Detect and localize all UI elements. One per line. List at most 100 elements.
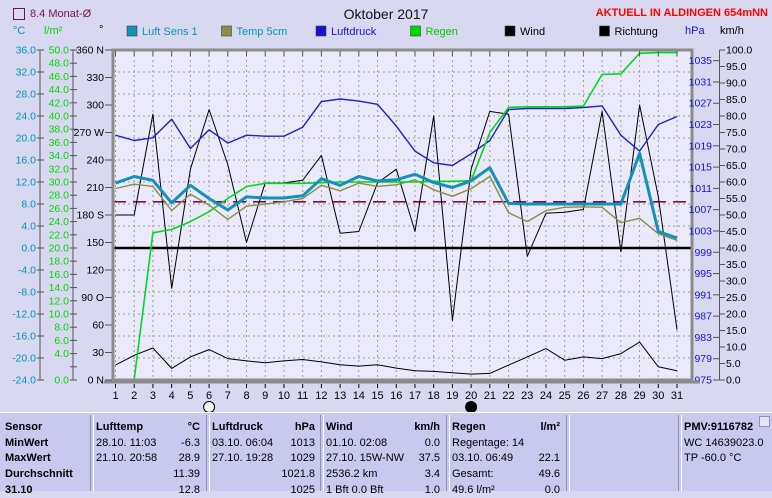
stat-cell-text: 01.10. 02:08 xyxy=(326,436,388,449)
svg-text:27: 27 xyxy=(596,390,608,402)
table-row-aktuell: 31.10 12.8 1025 1 Bft 0.0 Bft 1.0 49.6 l/m² 0.… xyxy=(0,484,772,498)
series-wind-line xyxy=(115,341,678,375)
svg-text:38.0: 38.0 xyxy=(49,124,70,136)
stat-cell-value: 1029 xyxy=(290,452,315,465)
checkbox-icon[interactable] xyxy=(13,8,25,20)
x-axis-day-labels: 1 2 3 4 5 6 7 8 9 10 11 12 13 14 15 16 17 18 19 20 21 22 23 24 2… xyxy=(112,384,683,402)
svg-text:1011: 1011 xyxy=(689,183,712,195)
svg-text:30.0: 30.0 xyxy=(726,276,747,288)
plot-frame xyxy=(111,48,694,382)
stat-cell: 11.39 xyxy=(96,468,200,480)
svg-text:5: 5 xyxy=(187,390,193,402)
axis-hpa: 1035 1031 1027 1023 1019 1015 1011 1007 1003 999 9… xyxy=(685,25,720,387)
legend-swatch-wind xyxy=(504,25,516,37)
axis-unit-dir: ° xyxy=(99,24,103,36)
corner-resize-widget[interactable] xyxy=(759,416,770,427)
svg-text:120: 120 xyxy=(86,265,104,277)
svg-text:-4.0: -4.0 xyxy=(18,265,36,277)
stat-cell-text: 03.10. 06:49 xyxy=(452,452,514,465)
svg-text:13: 13 xyxy=(334,390,346,402)
svg-text:28.0: 28.0 xyxy=(49,190,70,202)
stat-cell-text: 27.10. 19:28 xyxy=(212,452,274,465)
svg-text:9: 9 xyxy=(262,390,268,402)
svg-text:32.0: 32.0 xyxy=(16,67,37,79)
svg-text:1019: 1019 xyxy=(689,140,713,152)
svg-text:60.0: 60.0 xyxy=(726,177,747,189)
axis-dir: 360 N 330 300 270 W 240 210 180 S 150 120 90 O 60 3… xyxy=(74,24,112,387)
svg-text:10.0: 10.0 xyxy=(49,309,70,321)
svg-text:90 O: 90 O xyxy=(81,292,104,304)
stat-cell: 28.10. 11:03 -6.3 xyxy=(96,437,200,449)
svg-text:34.0: 34.0 xyxy=(49,150,70,162)
table-row-maxwert: MaxWert 21.10. 20:58 28.9 27.10. 19:28 1029 2… xyxy=(0,452,772,466)
svg-text:0.0: 0.0 xyxy=(726,375,741,387)
series-richtung-line xyxy=(115,104,678,330)
svg-text:240: 240 xyxy=(86,155,104,167)
svg-text:987: 987 xyxy=(694,311,712,323)
svg-text:17: 17 xyxy=(409,390,421,402)
table-divider xyxy=(90,415,94,491)
legend-label: Luftdruck xyxy=(331,26,377,38)
svg-text:45.0: 45.0 xyxy=(726,226,747,238)
svg-text:2: 2 xyxy=(131,390,137,402)
svg-text:25.0: 25.0 xyxy=(726,292,747,304)
svg-text:46.0: 46.0 xyxy=(49,71,70,83)
monthly-average-toggle[interactable]: 8.4 Monat-Ø xyxy=(13,8,91,20)
svg-text:210: 210 xyxy=(86,182,104,194)
svg-text:991: 991 xyxy=(694,289,712,301)
svg-text:8: 8 xyxy=(243,390,249,402)
axis-unit-hpa: hPa xyxy=(685,25,705,37)
stat-cell-text: Wind xyxy=(326,421,353,433)
legend-swatch-luft-sens-1 xyxy=(126,25,138,37)
legend-label: Richtung xyxy=(615,26,658,38)
stat-cell-value: 22.1 xyxy=(538,452,560,465)
svg-text:50.0: 50.0 xyxy=(49,45,70,57)
stat-cell-value: hPa xyxy=(294,421,315,433)
stat-cell-value: 1013 xyxy=(290,436,315,449)
svg-text:35.0: 35.0 xyxy=(726,259,747,271)
series-luft-sens-1-line xyxy=(115,151,678,240)
row-label: Durchschnitt xyxy=(5,468,73,481)
stat-cell-value: -6.3 xyxy=(181,436,200,449)
svg-text:7: 7 xyxy=(225,390,231,402)
svg-text:8.0: 8.0 xyxy=(21,199,36,211)
svg-text:983: 983 xyxy=(694,332,712,344)
svg-text:10: 10 xyxy=(278,390,290,402)
stat-cell-value: °C xyxy=(187,421,200,433)
axis-rain: 50.048.046.044.042.0 40.038.036.034.032.0… xyxy=(44,25,77,387)
svg-text:8.0: 8.0 xyxy=(54,322,69,334)
table-divider xyxy=(678,415,682,491)
svg-text:20.0: 20.0 xyxy=(49,243,70,255)
plot-area xyxy=(113,50,692,380)
stats-table: Sensor Lufttemp °C Luftdruck hPa Wind km/h Rege… xyxy=(0,412,772,496)
svg-text:24.0: 24.0 xyxy=(16,111,37,123)
svg-text:300: 300 xyxy=(86,100,104,112)
stat-cell: PMV:9116782 xyxy=(684,421,768,433)
axis-temp: 36.0 32.0 28.0 24.0 20.0 16.0 12.0 8.0 4.0 0.0 -4.… xyxy=(12,25,44,387)
stat-cell-value: 37.5 xyxy=(418,452,440,465)
svg-text:28.0: 28.0 xyxy=(16,89,37,101)
svg-text:65.0: 65.0 xyxy=(726,160,747,172)
row-label: MaxWert xyxy=(5,452,51,465)
stat-cell-value: 3.4 xyxy=(424,468,440,481)
svg-text:10.0: 10.0 xyxy=(726,342,747,354)
table-row-minwert: MinWert 28.10. 11:03 -6.3 03.10. 06:04 1013 0… xyxy=(0,437,772,451)
stat-cell-text: PMV:9116782 xyxy=(684,421,754,433)
stat-cell-text: Lufttemp xyxy=(96,421,144,433)
stat-cell: Lufttemp °C xyxy=(96,421,200,433)
legend-swatch-regen xyxy=(410,25,421,37)
stat-cell-value: 28.9 xyxy=(178,452,200,465)
legend-swatch-luftdruck xyxy=(315,25,327,37)
svg-text:20.0: 20.0 xyxy=(726,309,747,321)
svg-text:1027: 1027 xyxy=(689,98,713,110)
stat-cell-text: WC 14639023.0 xyxy=(684,436,764,449)
svg-text:29: 29 xyxy=(633,390,645,402)
svg-text:95.0: 95.0 xyxy=(726,61,747,73)
stat-cell-text: TP -60.0 °C xyxy=(684,452,742,465)
svg-text:36.0: 36.0 xyxy=(16,45,37,57)
stat-cell-text: 28.10. 11:03 xyxy=(96,436,157,449)
svg-text:999: 999 xyxy=(694,247,712,259)
svg-text:11: 11 xyxy=(297,390,308,402)
station-status: AKTUELL IN ALDINGEN 654mNN xyxy=(595,7,768,19)
svg-text:16: 16 xyxy=(390,390,402,402)
